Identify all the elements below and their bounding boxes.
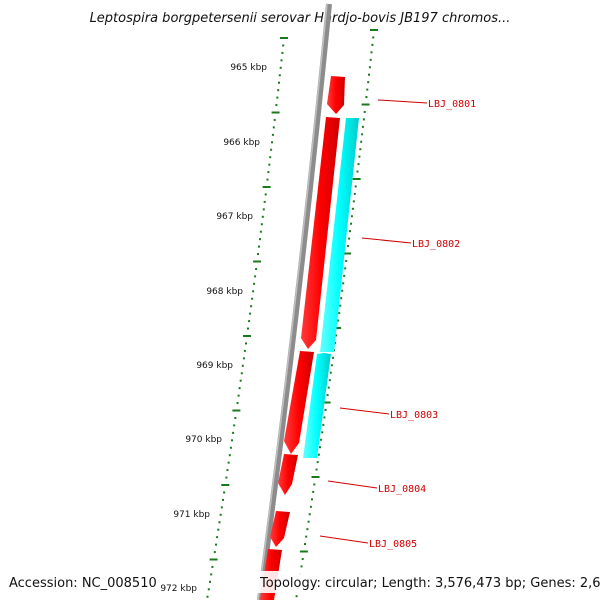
gene-label-lbj-0801[interactable]: LBJ_0801 (428, 99, 476, 110)
gene-feature-lbj-0805[interactable] (270, 511, 290, 547)
gene-label-lbj-0802[interactable]: LBJ_0802 (412, 239, 460, 250)
gene-label-lbj-0805[interactable]: LBJ_0805 (369, 539, 417, 550)
scale-label-968: 968 kbp (206, 287, 243, 297)
gene-label-leaders (319, 99, 428, 544)
gene-feature-lbj-0803[interactable] (284, 351, 314, 454)
reverse-strand-features (303, 118, 359, 458)
scale-label-966: 966 kbp (223, 138, 260, 148)
map-footer: Accession: NC_008510 Topology: circular;… (4, 571, 600, 593)
gene-labels: LBJ_0801 LBJ_0802 LBJ_0803 LBJ_0804 LBJ_… (369, 99, 476, 550)
scale-labels: 965 kbp 966 kbp 967 kbp 968 kbp 969 kbp … (160, 63, 267, 594)
accession-backdrop (4, 571, 150, 593)
leader-lbj-0801 (377, 99, 428, 104)
scale-label-967: 967 kbp (216, 212, 253, 222)
scale-label-965: 965 kbp (230, 63, 267, 73)
genome-summary-text: Topology: circular; Length: 3,576,473 bp… (259, 576, 600, 591)
backbone-highlight (257, 3, 328, 600)
map-title: Leptospira borgpetersenii serovar Hardjo… (90, 11, 511, 26)
leader-lbj-0802 (361, 237, 412, 244)
scale-label-970: 970 kbp (185, 435, 222, 445)
summary-backdrop (256, 571, 596, 593)
leader-lbj-0804 (327, 480, 378, 489)
backbone-ring (257, 3, 332, 600)
leader-lbj-0803 (339, 407, 390, 415)
gene-feature-lbj-0804[interactable] (278, 454, 298, 495)
reverse-feature-2[interactable] (303, 353, 331, 458)
scale-label-972: 972 kbp (160, 584, 197, 594)
scale-label-971: 971 kbp (173, 510, 210, 520)
inner-tick-ring (206, 37, 288, 598)
accession-text: Accession: NC_008510 (9, 576, 157, 591)
reverse-feature-1[interactable] (320, 118, 359, 352)
gene-label-lbj-0803[interactable]: LBJ_0803 (390, 410, 438, 421)
scale-label-969: 969 kbp (196, 361, 233, 371)
gene-label-lbj-0804[interactable]: LBJ_0804 (378, 484, 426, 495)
leader-lbj-0805 (319, 535, 369, 544)
gene-feature-lbj-0802[interactable] (301, 117, 340, 349)
gene-feature-lbj-0801[interactable] (327, 76, 345, 114)
